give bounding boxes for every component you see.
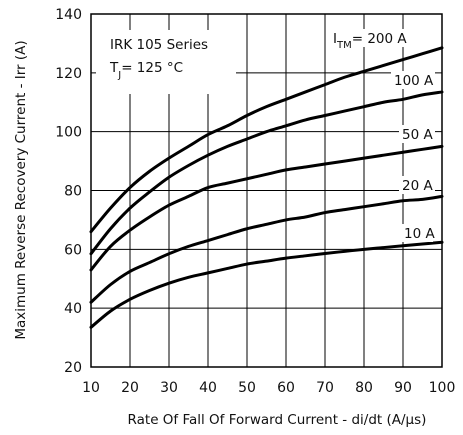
series-line-2 [89,144,444,272]
x-tick-label: 60 [277,380,295,396]
x-tick-label: 70 [316,380,334,396]
x-tick-label: 90 [394,380,412,396]
x-tick-label: 40 [199,380,217,396]
tj-label: T [109,60,119,76]
x-tick-label: 100 [429,380,456,396]
series-curves [89,46,444,329]
annotation-tj: TJ= 125 °C [109,60,183,81]
annotation-series-name: IRK 105 Series [110,37,208,53]
y-axis-label: Maximum Reverse Recovery Current - Irr (… [13,40,29,339]
annotation-background [96,30,236,94]
series-label-3: 20 A [402,178,433,194]
tj-value: = 125 °C [121,60,183,76]
series-label-background [399,125,435,143]
x-tick-label: 10 [82,380,100,396]
x-tick-label: 20 [121,380,139,396]
series-label-2: 50 A [402,127,433,143]
y-tick-label: 80 [64,184,82,200]
y-tick-label: 20 [64,360,82,376]
series-label-background [399,176,435,194]
y-tick-label: 60 [64,242,82,258]
plot-frame [90,13,443,368]
series-label-background [391,71,435,89]
series-line-3 [89,194,444,304]
series-line-4 [89,240,444,329]
y-tick-labels: 20 40 60 80 100 120 140 [55,7,82,376]
series-label-4: 10 A [404,226,435,242]
x-axis-label: Rate Of Fall Of Forward Current - di/dt … [128,412,427,428]
series-line-0 [89,46,444,234]
x-tick-label: 30 [160,380,178,396]
series-labels: ITM= 200 A 100 A 50 A 20 A 10 A [330,29,438,242]
series-label-1: 100 A [394,73,434,89]
y-tick-label: 140 [55,7,82,23]
series-label-background [330,29,438,47]
tj-sub: J [117,70,121,81]
series-label-0: ITM= 200 A [333,31,407,51]
x-tick-label: 80 [355,380,373,396]
series-line-1 [89,90,444,256]
y-tick-label: 40 [64,301,82,317]
y-tick-label: 100 [55,125,82,141]
y-tick-label: 120 [55,66,82,82]
x-tick-labels: 10 20 30 40 50 60 70 80 90 100 [82,380,455,396]
series-label-background [401,224,433,242]
x-tick-label: 50 [238,380,256,396]
